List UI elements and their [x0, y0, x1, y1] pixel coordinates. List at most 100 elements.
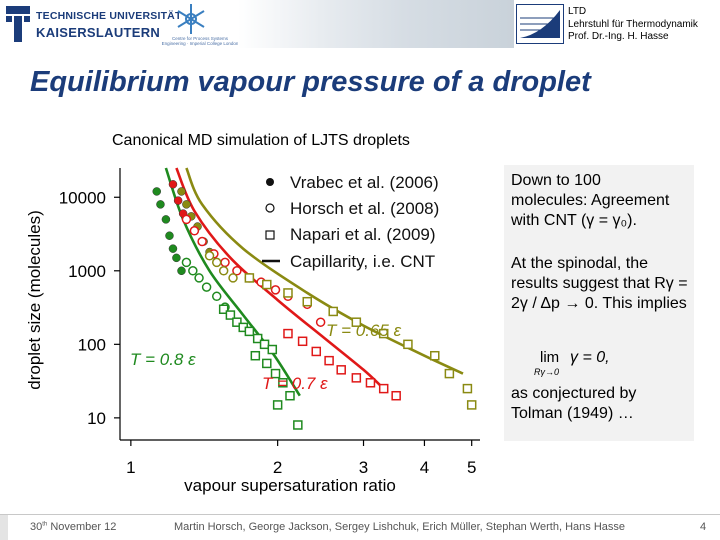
y-tick-label: 100 — [78, 335, 106, 354]
data-point-filled-circle — [168, 244, 178, 253]
data-point-open-circle — [218, 266, 229, 276]
data-point-open-square — [278, 378, 288, 388]
university-name-line2: KAISERSLAUTERN — [36, 25, 161, 40]
legend-entry-vrabec: Vrabec et al. (2006) — [290, 173, 439, 192]
header-photo — [238, 0, 514, 48]
data-point-open-circle — [188, 266, 198, 276]
data-point-filled-circle — [177, 266, 186, 276]
data-point-open-square — [328, 306, 338, 317]
tu-kaiserslautern-logo: TECHNISCHE UNIVERSITÄT KAISERSLAUTERN — [6, 4, 181, 46]
annotation-t07: T = 0.7 ε — [262, 374, 328, 393]
snowflake-icon — [177, 4, 205, 34]
data-markers — [152, 180, 477, 430]
data-point-open-square — [336, 365, 346, 375]
footer-date-day: 30 — [30, 521, 43, 533]
x-tick-label: 1 — [126, 458, 135, 477]
data-point-filled-circle — [172, 253, 181, 263]
legend-entry-capillarity: Capillarity, i.e. CNT — [290, 252, 435, 271]
footer-divider — [0, 514, 720, 515]
data-point-open-circle — [270, 285, 281, 295]
legend-marker-filled-circle — [266, 178, 274, 186]
data-point-filled-circle — [173, 196, 183, 205]
footer-authors: Martin Horsch, George Jackson, Sergey Li… — [174, 521, 625, 533]
data-point-open-square — [462, 383, 473, 394]
legend-marker-open-square — [265, 230, 275, 240]
university-name-line1: TECHNISCHE UNIVERSITÄT — [36, 10, 182, 22]
legend-entry-napari: Napari et al. (2009) — [290, 225, 436, 244]
data-point-open-square — [283, 288, 293, 298]
chair-info: LTD Lehrstuhl für Thermodynamik Prof. Dr… — [568, 6, 698, 44]
data-point-open-square — [250, 350, 261, 361]
x-tick-label: 4 — [420, 458, 429, 477]
x-tick-label: 2 — [273, 458, 282, 477]
data-point-open-square — [365, 378, 376, 388]
data-point-open-square — [267, 344, 278, 355]
data-point-open-square — [285, 390, 295, 401]
data-point-open-square — [444, 368, 455, 379]
chart-ticks: 1 2 3 4 5 10 100 1000 10000 — [59, 188, 477, 477]
data-point-open-circle — [211, 257, 222, 268]
y-axis-label: droplet size (molecules) — [25, 210, 44, 390]
y-tick-label: 1000 — [68, 262, 106, 281]
data-point-open-square — [218, 304, 229, 314]
x-axis-label: vapour supersaturation ratio — [184, 476, 396, 495]
data-point-open-circle — [204, 251, 215, 261]
legend-entry-horsch: Horsch et al. (2008) — [290, 199, 439, 218]
data-point-open-square — [252, 333, 263, 344]
page-number: 4 — [700, 521, 707, 533]
data-point-open-circle — [197, 236, 207, 247]
cpse-logo: Centre for Process Systems Engineering ·… — [160, 2, 238, 50]
note-tolman: as conjectured by Tolman (1949) … — [511, 385, 637, 422]
data-point-filled-circle — [165, 231, 174, 240]
data-point-open-circle — [181, 257, 192, 268]
data-point-open-circle — [220, 257, 230, 268]
data-point-open-circle — [315, 317, 326, 327]
data-point-open-circle — [232, 266, 242, 276]
y-tick-label: 10 — [87, 409, 106, 428]
data-point-filled-circle — [156, 200, 165, 209]
data-point-open-circle — [228, 273, 238, 283]
data-point-open-square — [403, 339, 413, 350]
slide-title: Equilibrium vapour pressure of a droplet — [30, 66, 591, 98]
chair-line-2: Lehrstuhl für Thermodynamik — [568, 18, 698, 30]
data-point-open-square — [262, 279, 272, 290]
data-point-open-square — [391, 390, 401, 401]
annotation-t08: T = 0.8 ε — [130, 350, 196, 369]
chart-axes — [119, 168, 480, 441]
footer-date-month: November 12 — [50, 521, 117, 533]
data-point-open-circle — [201, 282, 212, 292]
data-point-open-square — [293, 420, 303, 430]
chair-line-1: LTD — [568, 6, 587, 17]
data-point-open-square — [262, 358, 272, 369]
data-point-open-square — [430, 350, 440, 361]
data-point-open-square — [378, 328, 389, 339]
tu-logo-icon — [6, 6, 30, 42]
cnt-curve — [185, 167, 464, 375]
formula-subscript: Rγ→0 — [534, 367, 560, 377]
ltd-logo-icon — [516, 4, 564, 44]
footer-accent — [0, 515, 8, 540]
data-point-open-square — [297, 336, 308, 347]
data-point-filled-circle — [182, 200, 191, 209]
chart-legend: Vrabec et al. (2006) Horsch et al. (2008… — [262, 173, 439, 271]
annotation-t065: T = 0.65 ε — [326, 321, 402, 340]
data-point-filled-circle — [177, 187, 186, 196]
data-point-open-square — [324, 355, 334, 366]
data-point-open-square — [351, 373, 362, 383]
note-agreement: Down to 100 molecules: Agreement with CN… — [511, 172, 670, 229]
data-point-open-square — [270, 368, 281, 379]
x-tick-label: 3 — [359, 458, 368, 477]
data-point-open-square — [259, 339, 270, 350]
y-tick-label: 10000 — [59, 188, 106, 207]
data-point-open-square — [466, 400, 477, 410]
chair-line-3: Prof. Dr.-Ing. H. Hasse — [568, 31, 669, 42]
vapour-pressure-chart: 1 2 3 4 5 10 100 1000 10000 droplet size (molecu… — [25, 167, 480, 495]
cnt-curve — [175, 167, 385, 390]
data-point-filled-circle — [152, 187, 161, 196]
slide-subtitle: Canonical MD simulation of LJTS droplets — [112, 132, 410, 149]
cpse-caption: Centre for Process Systems Engineering ·… — [161, 36, 239, 46]
formula-expression: γ = 0, — [570, 349, 610, 366]
legend-marker-open-circle — [265, 203, 275, 213]
data-point-filled-circle — [168, 180, 178, 189]
data-point-filled-circle — [161, 215, 171, 224]
